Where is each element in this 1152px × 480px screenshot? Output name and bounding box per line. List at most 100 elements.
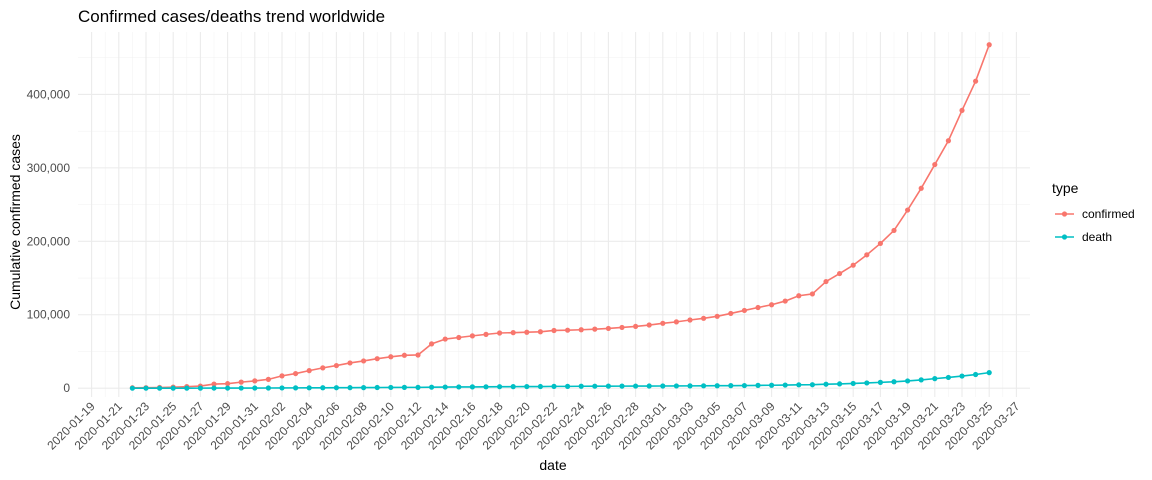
data-point-death [293, 385, 299, 391]
data-point-death [592, 383, 598, 389]
data-point-confirmed [660, 320, 666, 326]
data-point-death [741, 382, 748, 389]
data-point-confirmed [850, 262, 856, 268]
data-point-confirmed [252, 378, 258, 384]
data-point-confirmed [932, 161, 938, 168]
data-point-death [320, 385, 326, 391]
data-point-death [238, 385, 244, 391]
data-point-death [184, 385, 190, 391]
data-point-confirmed [905, 207, 911, 213]
data-point-confirmed [401, 352, 407, 358]
data-point-death [986, 370, 992, 376]
data-point-confirmed [415, 352, 421, 358]
data-point-death [510, 384, 516, 390]
data-point-death [469, 384, 475, 390]
data-point-confirmed [320, 365, 326, 371]
data-point-confirmed [605, 325, 612, 332]
data-point-death [388, 384, 394, 391]
y-tick-label: 0 [63, 381, 70, 395]
data-point-death [429, 384, 435, 390]
data-point-confirmed [211, 381, 217, 387]
data-point-confirmed [510, 330, 516, 336]
data-point-death [932, 376, 938, 382]
legend-key-point-confirmed [1061, 211, 1068, 217]
data-point-death [905, 378, 911, 384]
data-point-death [197, 385, 203, 391]
x-axis-title: date [539, 457, 566, 473]
data-point-confirmed [646, 322, 652, 328]
data-point-death [673, 383, 680, 389]
series-line-death [132, 371, 990, 389]
data-point-confirmed [728, 310, 734, 317]
legend-label-confirmed: confirmed [1082, 207, 1135, 221]
data-point-death [524, 383, 530, 390]
data-point-confirmed [388, 354, 394, 360]
data-point-confirmed [701, 315, 707, 321]
data-point-confirmed [796, 293, 802, 299]
data-point-death [973, 371, 979, 378]
data-point-confirmed [347, 360, 353, 366]
major-gridlines [78, 32, 1030, 397]
y-tick-label: 300,000 [27, 161, 71, 175]
data-point-confirmed [823, 278, 829, 285]
data-point-death [442, 384, 448, 390]
data-point-death [782, 382, 788, 388]
data-point-confirmed [374, 356, 380, 362]
data-point-death [918, 377, 924, 383]
data-point-death [959, 373, 965, 379]
data-point-death [374, 384, 380, 391]
data-point-confirmed [265, 376, 271, 382]
data-point-death [333, 385, 339, 391]
data-point-death [265, 385, 271, 391]
data-point-death [755, 382, 761, 388]
data-point-confirmed [633, 323, 639, 330]
data-point-death [537, 383, 544, 390]
legend: type confirmed death [1052, 180, 1135, 244]
y-axis-ticks: 0 100,000 200,000 300,000 400,000 [27, 87, 71, 395]
data-point-death [551, 383, 557, 389]
data-point-death [646, 383, 652, 389]
data-point-confirmed [225, 381, 231, 387]
y-tick-label: 200,000 [27, 234, 71, 248]
data-point-confirmed [809, 291, 816, 297]
legend-label-death: death [1082, 230, 1112, 244]
data-point-confirmed [673, 319, 680, 325]
data-point-confirmed [769, 302, 775, 308]
data-point-death [211, 385, 217, 391]
data-point-confirmed [442, 336, 448, 342]
series-layer [129, 42, 992, 391]
data-point-confirmed [986, 42, 992, 48]
data-point-death [347, 385, 353, 391]
data-point-death [415, 384, 421, 390]
data-point-confirmed [959, 107, 965, 114]
data-point-death [809, 382, 816, 388]
legend-title: type [1052, 180, 1079, 196]
data-point-confirmed [973, 78, 979, 84]
series-line-confirmed [132, 44, 990, 389]
data-point-confirmed [619, 324, 625, 331]
data-point-confirmed [333, 362, 339, 369]
data-point-confirmed [945, 138, 952, 144]
data-point-death [401, 384, 407, 390]
data-point-confirmed [741, 307, 748, 314]
data-point-death [864, 380, 870, 386]
data-point-death [877, 379, 884, 385]
data-point-death [129, 385, 135, 391]
data-point-death [279, 385, 285, 391]
data-point-death [619, 383, 625, 389]
y-axis-title: Cumulative confirmed cases [7, 134, 23, 310]
data-point-death [306, 385, 312, 391]
x-axis-ticks: 2020-01-192020-01-212020-01-232020-01-25… [44, 399, 1022, 453]
data-point-confirmed [918, 185, 924, 191]
data-point-death [945, 374, 952, 381]
data-point-death [850, 380, 856, 387]
data-point-death [891, 379, 897, 385]
data-point-death [701, 383, 707, 389]
data-point-confirmed [537, 329, 544, 335]
data-point-death [497, 384, 503, 390]
data-point-death [605, 383, 612, 389]
y-tick-label: 100,000 [27, 308, 71, 322]
data-point-confirmed [755, 304, 761, 311]
data-point-death [143, 385, 149, 391]
